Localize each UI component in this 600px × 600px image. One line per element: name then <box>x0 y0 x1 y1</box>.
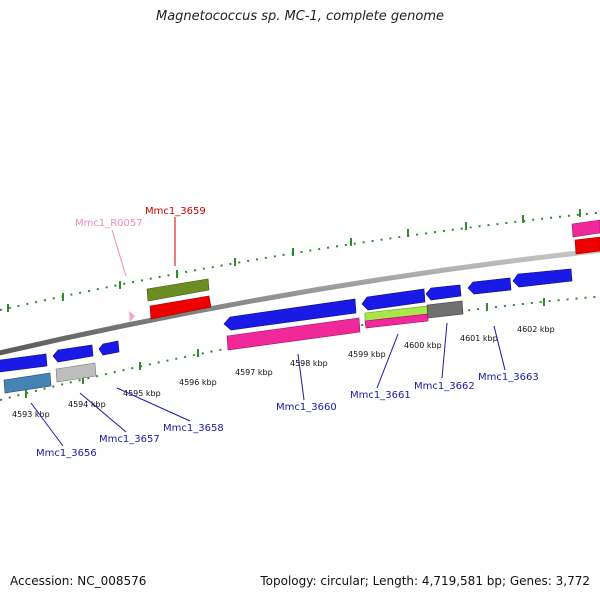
tick-label-4600: 4600 kbp <box>404 341 442 350</box>
gene-mmc1-3660-pink[interactable] <box>226 317 361 351</box>
gene-labels: Mmc1_R0057 Mmc1_3659 Mmc1_3656 Mmc1_3657… <box>36 206 539 459</box>
gene-label-mmc1-r0057[interactable]: Mmc1_R0057 <box>75 218 143 229</box>
gene-mmc1-3656[interactable] <box>3 372 52 394</box>
gene-top-right-red[interactable] <box>574 236 600 255</box>
genome-backbone <box>0 248 600 356</box>
gene-mmc1-r0057-rna[interactable] <box>129 311 135 322</box>
bottom-strand-features <box>0 268 573 394</box>
gene-mmc1-3660-blue[interactable] <box>223 298 357 331</box>
gene-label-mmc1-3663[interactable]: Mmc1_3663 <box>478 372 539 383</box>
gene-mmc1-3659-red[interactable] <box>149 295 212 320</box>
tick-label-4601: 4601 kbp <box>460 334 498 343</box>
gene-cds-blue-3[interactable] <box>98 340 120 356</box>
gene-mmc1-3657[interactable] <box>55 362 97 383</box>
outer-major-ticks <box>7 209 581 312</box>
gene-mmc1-3661-blue[interactable] <box>361 288 426 311</box>
gene-mmc1-3663-blue-2[interactable] <box>512 268 573 288</box>
gene-label-mmc1-3662[interactable]: Mmc1_3662 <box>414 381 475 392</box>
top-strand-features <box>129 219 600 322</box>
tick-label-4599: 4599 kbp <box>348 350 386 359</box>
gene-cds-blue-2[interactable] <box>52 344 94 363</box>
gene-mmc1-3663-blue-1[interactable] <box>467 277 512 295</box>
outer-tick-ring <box>0 211 600 311</box>
gene-mmc1-3662-gray[interactable] <box>426 300 464 319</box>
tick-label-4596: 4596 kbp <box>179 378 217 387</box>
tick-label-4602: 4602 kbp <box>517 325 555 334</box>
gene-label-mmc1-3658[interactable]: Mmc1_3658 <box>163 423 224 434</box>
tick-label-4597: 4597 kbp <box>235 368 273 377</box>
gene-label-mmc1-3661[interactable]: Mmc1_3661 <box>350 390 411 401</box>
tick-label-4594: 4594 kbp <box>68 400 106 409</box>
gene-top-right-pink[interactable] <box>571 219 600 238</box>
gene-mmc1-3662-blue[interactable] <box>425 284 462 301</box>
gene-cds-blue-1[interactable] <box>0 353 48 373</box>
gene-label-mmc1-3660[interactable]: Mmc1_3660 <box>276 402 337 413</box>
tick-label-4598: 4598 kbp <box>290 359 328 368</box>
position-tick-labels: 4593 kbp 4594 kbp 4595 kbp 4596 kbp 4597… <box>12 325 555 419</box>
map-title: Magnetococcus sp. MC-1, complete genome <box>155 9 445 24</box>
tick-label-4593: 4593 kbp <box>12 410 50 419</box>
topology-label: Topology: circular; Length: 4,719,581 bp… <box>260 574 590 588</box>
accession-label: Accession: NC_008576 <box>10 574 147 588</box>
gene-label-leaders <box>30 217 506 447</box>
gene-label-mmc1-3657[interactable]: Mmc1_3657 <box>99 434 160 445</box>
gene-mmc1-3661-pink[interactable] <box>364 313 429 329</box>
gene-mmc1-3659-olive[interactable] <box>146 278 210 302</box>
tick-label-4595: 4595 kbp <box>123 389 161 398</box>
gene-label-mmc1-3656[interactable]: Mmc1_3656 <box>36 448 97 459</box>
gene-label-mmc1-3659[interactable]: Mmc1_3659 <box>145 206 206 217</box>
